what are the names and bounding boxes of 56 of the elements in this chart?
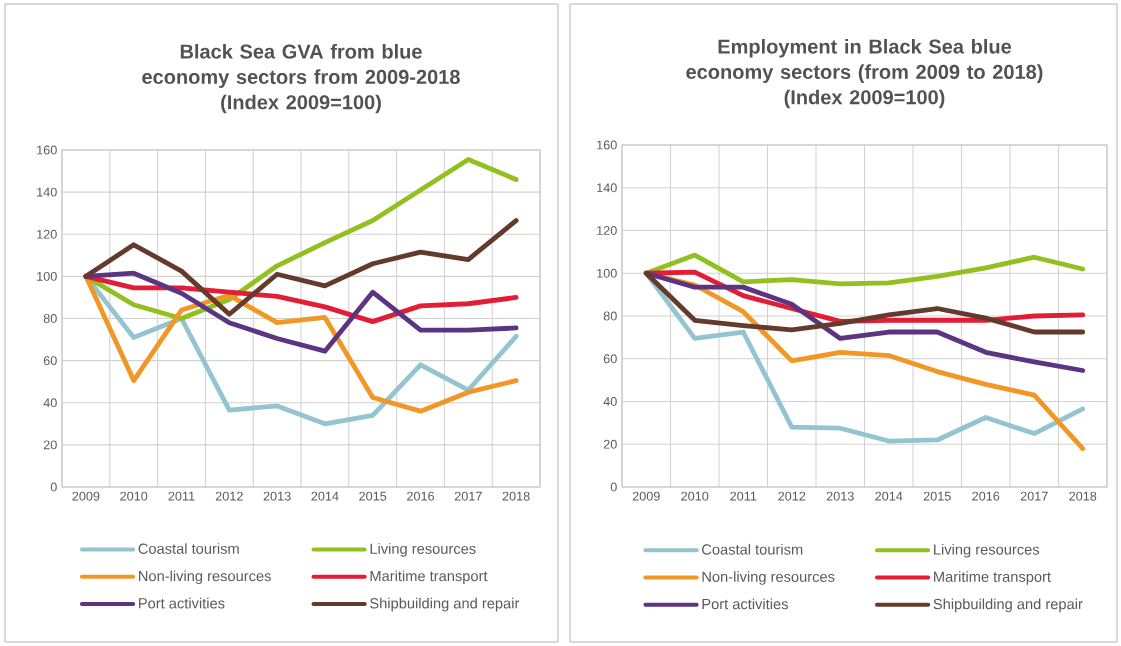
legend-label: Maritime transport	[934, 571, 1051, 585]
y-tick-label: 20	[603, 439, 617, 449]
x-tick-label: 2015	[359, 491, 387, 501]
x-tick-label: 2012	[778, 491, 806, 501]
line-series	[83, 218, 519, 317]
x-tick-label: 2009	[632, 491, 660, 501]
y-tick-label: 140	[37, 187, 57, 197]
y-tick-label: 120	[597, 226, 617, 235]
legend-label: Shipbuilding and repair	[370, 597, 520, 612]
chart-subtitle: (Index 2009=100)	[784, 89, 945, 109]
y-tick-label: 160	[597, 140, 617, 150]
legend-label: Non-living resources	[702, 571, 835, 585]
x-tick-label: 2016	[972, 491, 1000, 501]
y-tick-label: 40	[43, 398, 57, 408]
legend-label: Coastal tourism	[702, 543, 803, 555]
y-tick-label: 40	[603, 397, 617, 406]
x-tick-label: 2013	[263, 491, 291, 501]
legend-label: Living resources	[934, 543, 1040, 558]
y-tick-label: 80	[43, 314, 57, 323]
x-tick-label: 2015	[923, 491, 951, 501]
chart-title: Black Sea GVA from blue economy sectors from 2009-2018	[142, 43, 460, 88]
line-series	[643, 270, 1086, 335]
y-tick-label: 60	[603, 354, 617, 364]
x-tick-label: 2014	[311, 491, 339, 501]
y-tick-label: 80	[603, 311, 617, 321]
x-tick-label: 2018	[502, 491, 530, 501]
x-tick-label: 2018	[1069, 491, 1097, 501]
x-tick-label: 2010	[681, 491, 709, 501]
x-tick-label: 2010	[120, 491, 148, 501]
y-tick-label: 0	[50, 482, 57, 492]
legend-label: Maritime transport	[370, 570, 488, 585]
x-tick-label: 2014	[875, 491, 903, 501]
x-tick-label: 2017	[1020, 491, 1048, 501]
legend-label: Shipbuilding and repair	[933, 598, 1083, 613]
chart-title: Employment in Black Sea blue economy sectors (from 2009 to 2018)	[686, 38, 1043, 83]
x-tick-label: 2017	[454, 491, 482, 501]
legend-label: Port activities	[702, 598, 788, 610]
x-tick-label: 2011	[168, 491, 195, 501]
legend-label: Non-living resources	[139, 570, 271, 585]
legend-label: Coastal tourism	[138, 543, 239, 554]
y-tick-label: 0	[610, 482, 617, 492]
x-tick-label: 2016	[407, 491, 435, 501]
x-tick-label: 2012	[215, 491, 243, 501]
y-tick-label: 120	[37, 229, 57, 239]
chart-subtitle: (Index 2009=100)	[221, 94, 381, 114]
x-tick-label: 2011	[730, 491, 757, 501]
legend-label: Living resources	[370, 543, 476, 557]
x-tick-label: 2013	[826, 491, 854, 501]
y-tick-label: 100	[597, 268, 617, 278]
y-tick-label: 140	[597, 183, 617, 193]
y-tick-label: 20	[43, 440, 57, 450]
legend-label: Port activities	[139, 597, 225, 609]
y-tick-label: 60	[43, 356, 57, 366]
x-tick-label: 2009	[72, 491, 100, 501]
y-tick-label: 100	[37, 271, 57, 281]
y-tick-label: 160	[37, 145, 57, 155]
